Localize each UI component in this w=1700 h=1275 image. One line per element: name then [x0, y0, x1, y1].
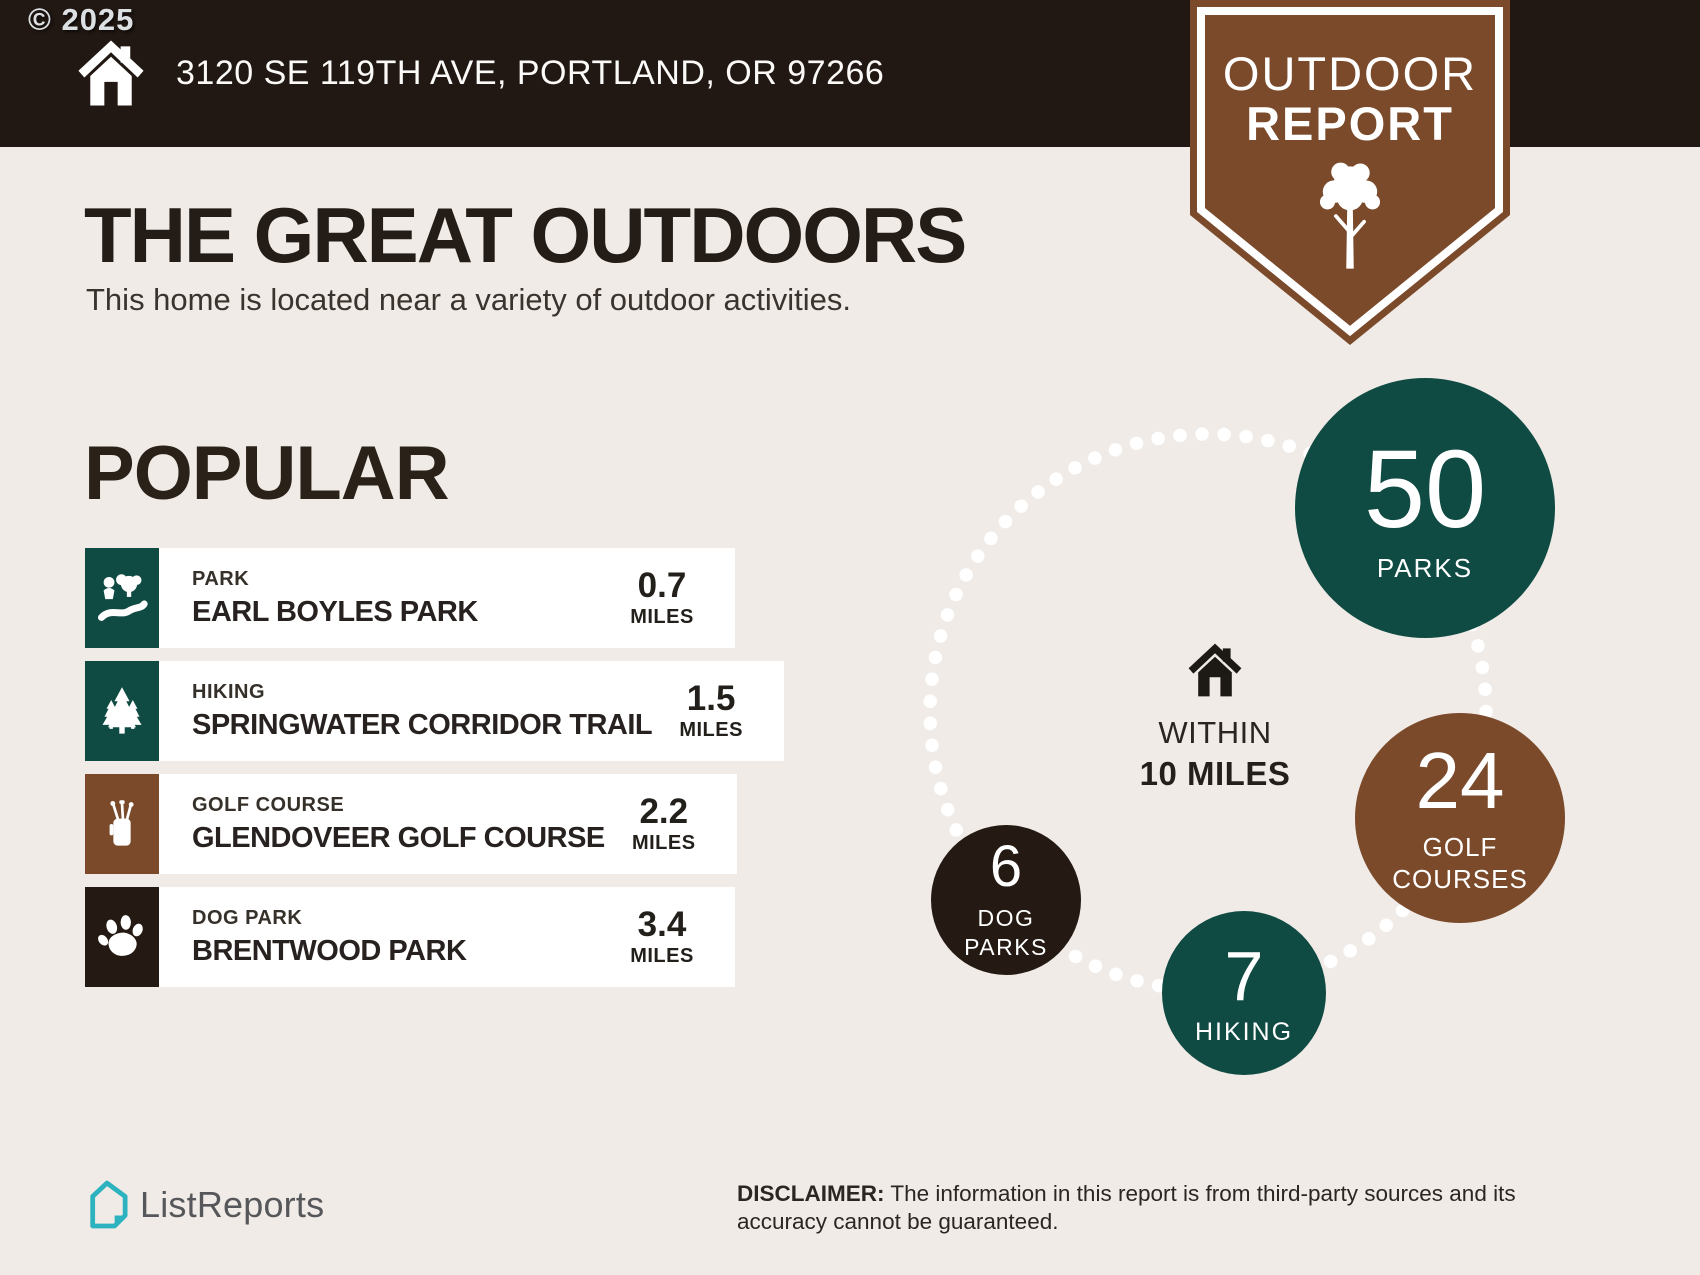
distance-value: 1.5: [686, 678, 736, 718]
badge-title-line2: REPORT: [1246, 97, 1454, 150]
home-icon: [78, 40, 144, 106]
brand-name: ListReports: [140, 1184, 325, 1225]
within-distance: 10 MILES: [1139, 755, 1291, 792]
outdoor-report-badge: OUTDOOR REPORT: [1190, 0, 1510, 345]
stat-label: PARKS: [1376, 553, 1474, 583]
listreports-brand: ListReports: [86, 1180, 324, 1230]
listreports-logo-icon: [90, 1180, 128, 1229]
list-item-golf: GOLF COURSE GLENDOVEER GOLF COURSE 2.2 M…: [85, 774, 737, 874]
stat-label: HIKING: [1194, 1018, 1294, 1046]
tree-icon: [1319, 162, 1381, 269]
item-category: GOLF COURSE: [192, 793, 345, 816]
stat-circle-parks: 50 PARKS: [1295, 378, 1555, 638]
list-item-text: DOG PARK BRENTWOOD PARK: [159, 887, 603, 987]
home-icon: [1188, 643, 1242, 697]
disclaimer: DISCLAIMER: The information in this repo…: [737, 1180, 1527, 1236]
distance-value: 2.2: [639, 791, 689, 831]
item-distance: 2.2 MILES: [604, 774, 737, 874]
page-subtitle: This home is located near a variety of o…: [86, 282, 852, 317]
stat-circle-hiking: 7 HIKING: [1162, 911, 1326, 1075]
item-distance: 1.5 MILES: [652, 661, 785, 761]
page-title: THE GREAT OUTDOORS: [84, 191, 967, 279]
within-label: WITHIN: [1158, 715, 1272, 750]
stat-label-line1: DOG: [977, 905, 1035, 932]
distance-unit: MILES: [631, 831, 696, 854]
list-item-park: PARK EARL BOYLES PARK 0.7 MILES: [85, 548, 735, 648]
list-item-dog-park: DOG PARK BRENTWOOD PARK 3.4 MILES: [85, 887, 735, 987]
item-name: GLENDOVEER GOLF COURSE: [192, 821, 605, 854]
badge-title-line1: OUTDOOR: [1222, 47, 1478, 100]
radius-center: WITHIN 10 MILES: [1115, 640, 1315, 793]
item-category: HIKING: [192, 680, 265, 703]
disclaimer-text: The information in this report is from t…: [737, 1181, 1516, 1235]
distance-unit: MILES: [630, 605, 694, 628]
item-category: DOG PARK: [192, 906, 303, 929]
pine-trees-icon: [85, 661, 159, 761]
list-item-text: GOLF COURSE GLENDOVEER GOLF COURSE: [159, 774, 605, 874]
distance-unit: MILES: [630, 944, 694, 967]
stat-label: GOLF COURSES: [1392, 831, 1528, 896]
stat-circle-golf-courses: 24 GOLF COURSES: [1355, 713, 1565, 923]
stat-label: DOG PARKS: [964, 904, 1048, 962]
distance-unit: MILES: [679, 718, 743, 741]
stat-value: 7: [1224, 937, 1264, 1015]
park-icon: [85, 548, 159, 648]
list-item-text: PARK EARL BOYLES PARK: [159, 548, 603, 648]
list-item-hiking: HIKING SPRINGWATER CORRIDOR TRAIL 1.5 MI…: [85, 661, 785, 761]
disclaimer-label: DISCLAIMER:: [737, 1181, 885, 1206]
stat-label-line1: GOLF: [1422, 831, 1498, 862]
stat-label-line2: PARKS: [964, 934, 1048, 960]
distance-value: 0.7: [637, 565, 687, 605]
popular-list: PARK EARL BOYLES PARK 0.7 MILES HIKI: [85, 548, 785, 987]
item-category: PARK: [192, 567, 250, 590]
list-item-text: HIKING SPRINGWATER CORRIDOR TRAIL: [159, 661, 653, 761]
stat-value: 6: [989, 834, 1023, 900]
item-name: BRENTWOOD PARK: [192, 934, 467, 967]
distance-value: 3.4: [637, 904, 687, 944]
stat-circle-dog-parks: 6 DOG PARKS: [931, 825, 1081, 975]
stat-value: 50: [1363, 428, 1487, 551]
item-distance: 3.4 MILES: [603, 887, 735, 987]
stat-label-line2: COURSES: [1392, 864, 1528, 894]
item-name: EARL BOYLES PARK: [192, 595, 478, 628]
copyright-text: © 2025: [28, 2, 135, 37]
stat-value: 24: [1415, 735, 1505, 825]
golf-bag-icon: [85, 774, 159, 874]
popular-heading: POPULAR: [84, 431, 450, 516]
property-address: 3120 SE 119TH AVE, PORTLAND, OR 97266: [176, 54, 885, 92]
paw-icon: [85, 887, 159, 987]
item-distance: 0.7 MILES: [603, 548, 735, 648]
item-name: SPRINGWATER CORRIDOR TRAIL: [192, 708, 653, 741]
